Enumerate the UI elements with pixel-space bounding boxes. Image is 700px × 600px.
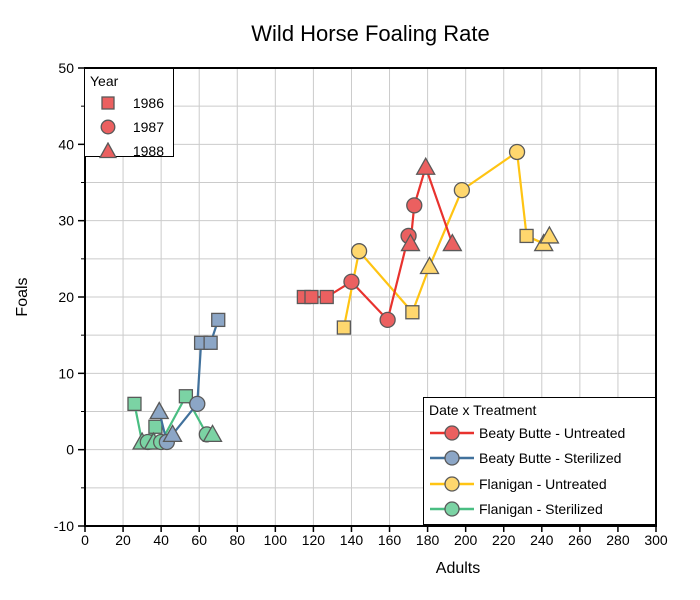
x-axis-tick-label: 140 [340, 532, 364, 548]
series-beaty-butte-untreated [296, 156, 463, 329]
data-point-circle[interactable] [508, 143, 526, 161]
line-circle-marker-icon [430, 501, 474, 517]
series-line[interactable] [303, 166, 454, 321]
treatment-legend-entry-flanigan-untreated: Flanigan - Untreated [429, 471, 651, 497]
legend-circle [444, 450, 460, 466]
x-axis-tick-label: 40 [153, 532, 169, 548]
x-axis-tick-label: 260 [568, 532, 592, 548]
year-legend-entry-1987: 1987 [90, 115, 167, 139]
data-point-circle[interactable] [100, 119, 116, 135]
x-axis-tick-label: 60 [191, 532, 207, 548]
data-point-circle[interactable] [343, 273, 360, 290]
x-axis-tick-label: 20 [115, 532, 131, 548]
data-point-square[interactable] [304, 289, 319, 305]
triangle-marker-icon [99, 142, 117, 159]
y-axis-tick-label: 20 [58, 289, 74, 305]
series-line[interactable] [342, 150, 551, 328]
line-circle-marker-icon [430, 425, 474, 441]
x-axis-tick-label: 100 [264, 532, 288, 548]
circle-marker-icon [100, 119, 116, 135]
data-point-circle[interactable] [379, 311, 396, 329]
y-axis-tick-label: -10 [54, 518, 74, 534]
year-legend-label: 1988 [132, 143, 164, 159]
year-legend-title: Year [90, 73, 119, 89]
year-legend-entry-1988: 1988 [90, 139, 167, 163]
y-axis-tick-label: 40 [58, 136, 74, 152]
treatment-legend-entry-flanigan-sterilized: Flanigan - Sterilized [429, 497, 651, 523]
x-axis-tick-label: 120 [302, 532, 326, 548]
data-point-triangle[interactable] [415, 156, 436, 175]
treatment-legend-label: Beaty Butte - Untreated [479, 424, 626, 441]
x-axis-tick-label: 0 [81, 532, 89, 548]
series-flanigan-untreated [336, 143, 560, 335]
data-point-triangle[interactable] [442, 233, 463, 252]
data-point-triangle[interactable] [419, 256, 440, 275]
data-point-circle[interactable] [350, 243, 368, 260]
legend-circle [444, 501, 460, 517]
data-point-square[interactable] [211, 312, 226, 328]
x-axis-tick-label: 300 [644, 532, 668, 548]
y-axis-title: Foals [14, 277, 31, 317]
x-axis-title: Adults [435, 560, 481, 577]
chart-title: Wild Horse Foaling Rate [251, 21, 490, 46]
data-point-square[interactable] [178, 389, 194, 404]
year-legend[interactable]: Year 1986 1987 1988 [84, 68, 174, 159]
data-point-triangle[interactable] [162, 424, 183, 443]
y-axis-tick-label: 30 [58, 213, 74, 229]
year-legend-label: 1986 [132, 95, 164, 111]
data-point-square[interactable] [336, 320, 352, 335]
data-point-circle[interactable] [406, 197, 423, 214]
treatment-legend-entry-beaty-butte-untreated: Beaty Butte - Untreated [429, 420, 651, 446]
line-circle-marker-icon [430, 476, 474, 492]
x-axis-tick-label: 160 [378, 532, 402, 548]
data-point-triangle[interactable] [202, 424, 223, 443]
data-point-square[interactable] [148, 419, 163, 434]
data-point-circle[interactable] [453, 181, 471, 199]
year-legend-label: 1987 [132, 119, 164, 135]
data-point-triangle[interactable] [539, 225, 560, 244]
data-point-triangle[interactable] [149, 401, 170, 420]
y-axis-tick-label: 0 [66, 442, 74, 458]
data-point-square[interactable] [101, 96, 115, 110]
square-marker-icon [101, 96, 115, 110]
data-point-square[interactable] [203, 335, 218, 350]
treatment-legend-label: Beaty Butte - Sterilized [479, 450, 622, 467]
treatment-legend-entry-beaty-butte-sterilized: Beaty Butte - Sterilized [429, 446, 651, 472]
treatment-legend-label: Flanigan - Untreated [479, 475, 607, 492]
data-point-square[interactable] [319, 289, 334, 305]
x-axis-tick-label: 280 [606, 532, 630, 548]
legend-circle [444, 476, 460, 492]
x-axis-tick-label: 200 [454, 532, 478, 548]
treatment-legend[interactable]: Date x Treatment Beaty Butte - Untreated… [423, 397, 656, 525]
line-circle-marker-icon [430, 450, 474, 466]
series-flanigan-sterilized [127, 389, 223, 451]
treatment-legend-label: Flanigan - Sterilized [479, 501, 603, 518]
treatment-legend-title: Date x Treatment [429, 402, 537, 418]
series-beaty-butte-sterilized [149, 312, 226, 451]
data-point-triangle[interactable] [99, 142, 117, 159]
y-axis-tick-label: 10 [58, 365, 74, 381]
data-point-square[interactable] [519, 228, 534, 244]
data-point-square[interactable] [127, 396, 142, 412]
x-axis-tick-label: 180 [416, 532, 440, 548]
x-axis-tick-label: 220 [492, 532, 516, 548]
data-point-square[interactable] [405, 305, 420, 320]
y-axis-tick-label: 50 [58, 60, 74, 76]
legend-circle [444, 425, 460, 441]
x-axis-tick-label: 240 [530, 532, 554, 548]
year-legend-entry-1986: 1986 [90, 91, 167, 115]
data-point-triangle[interactable] [400, 233, 421, 252]
x-axis-tick-label: 80 [229, 532, 245, 548]
data-point-circle[interactable] [189, 395, 206, 413]
